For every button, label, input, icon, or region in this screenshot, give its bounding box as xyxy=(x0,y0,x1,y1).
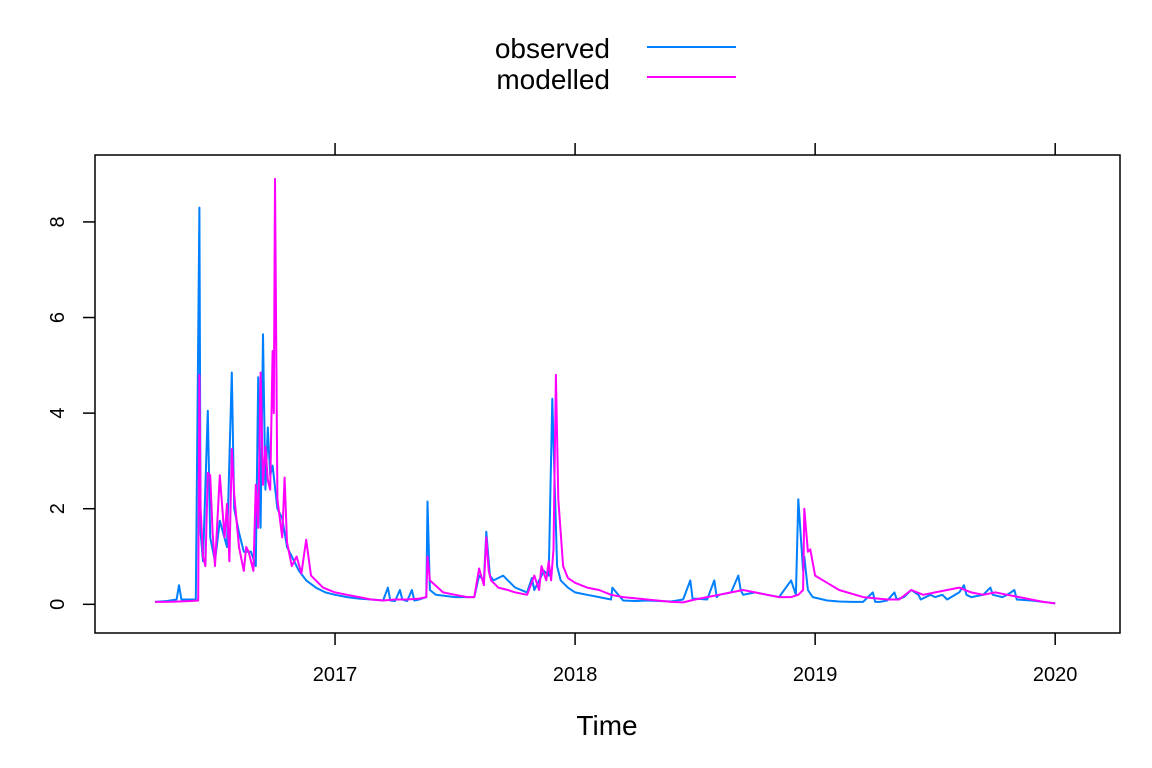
legend: observed modelled xyxy=(495,33,736,95)
x-axis-title: Time xyxy=(576,710,637,741)
series-layer xyxy=(154,177,1056,605)
series-line-modelled xyxy=(155,177,1056,605)
y-tick-label: 0 xyxy=(47,599,69,610)
x-axis-bottom: 2017 2018 2019 2020 xyxy=(313,633,1078,686)
legend-label-modelled: modelled xyxy=(496,64,610,95)
y-axis: 0 2 4 6 8 xyxy=(47,216,95,610)
x-tick-label: 2019 xyxy=(793,664,838,686)
plot-frame xyxy=(94,154,1121,634)
y-tick-label: 4 xyxy=(47,408,69,419)
y-tick-label: 2 xyxy=(47,503,69,514)
x-tick-label: 2018 xyxy=(553,664,598,686)
y-tick-label: 8 xyxy=(47,216,69,227)
series-line-observed xyxy=(154,206,1056,605)
x-tick-label: 2020 xyxy=(1033,664,1078,686)
y-tick-label: 6 xyxy=(47,312,69,323)
x-axis-top xyxy=(334,143,1056,155)
x-tick-label: 2017 xyxy=(313,664,358,686)
legend-label-observed: observed xyxy=(495,33,610,64)
